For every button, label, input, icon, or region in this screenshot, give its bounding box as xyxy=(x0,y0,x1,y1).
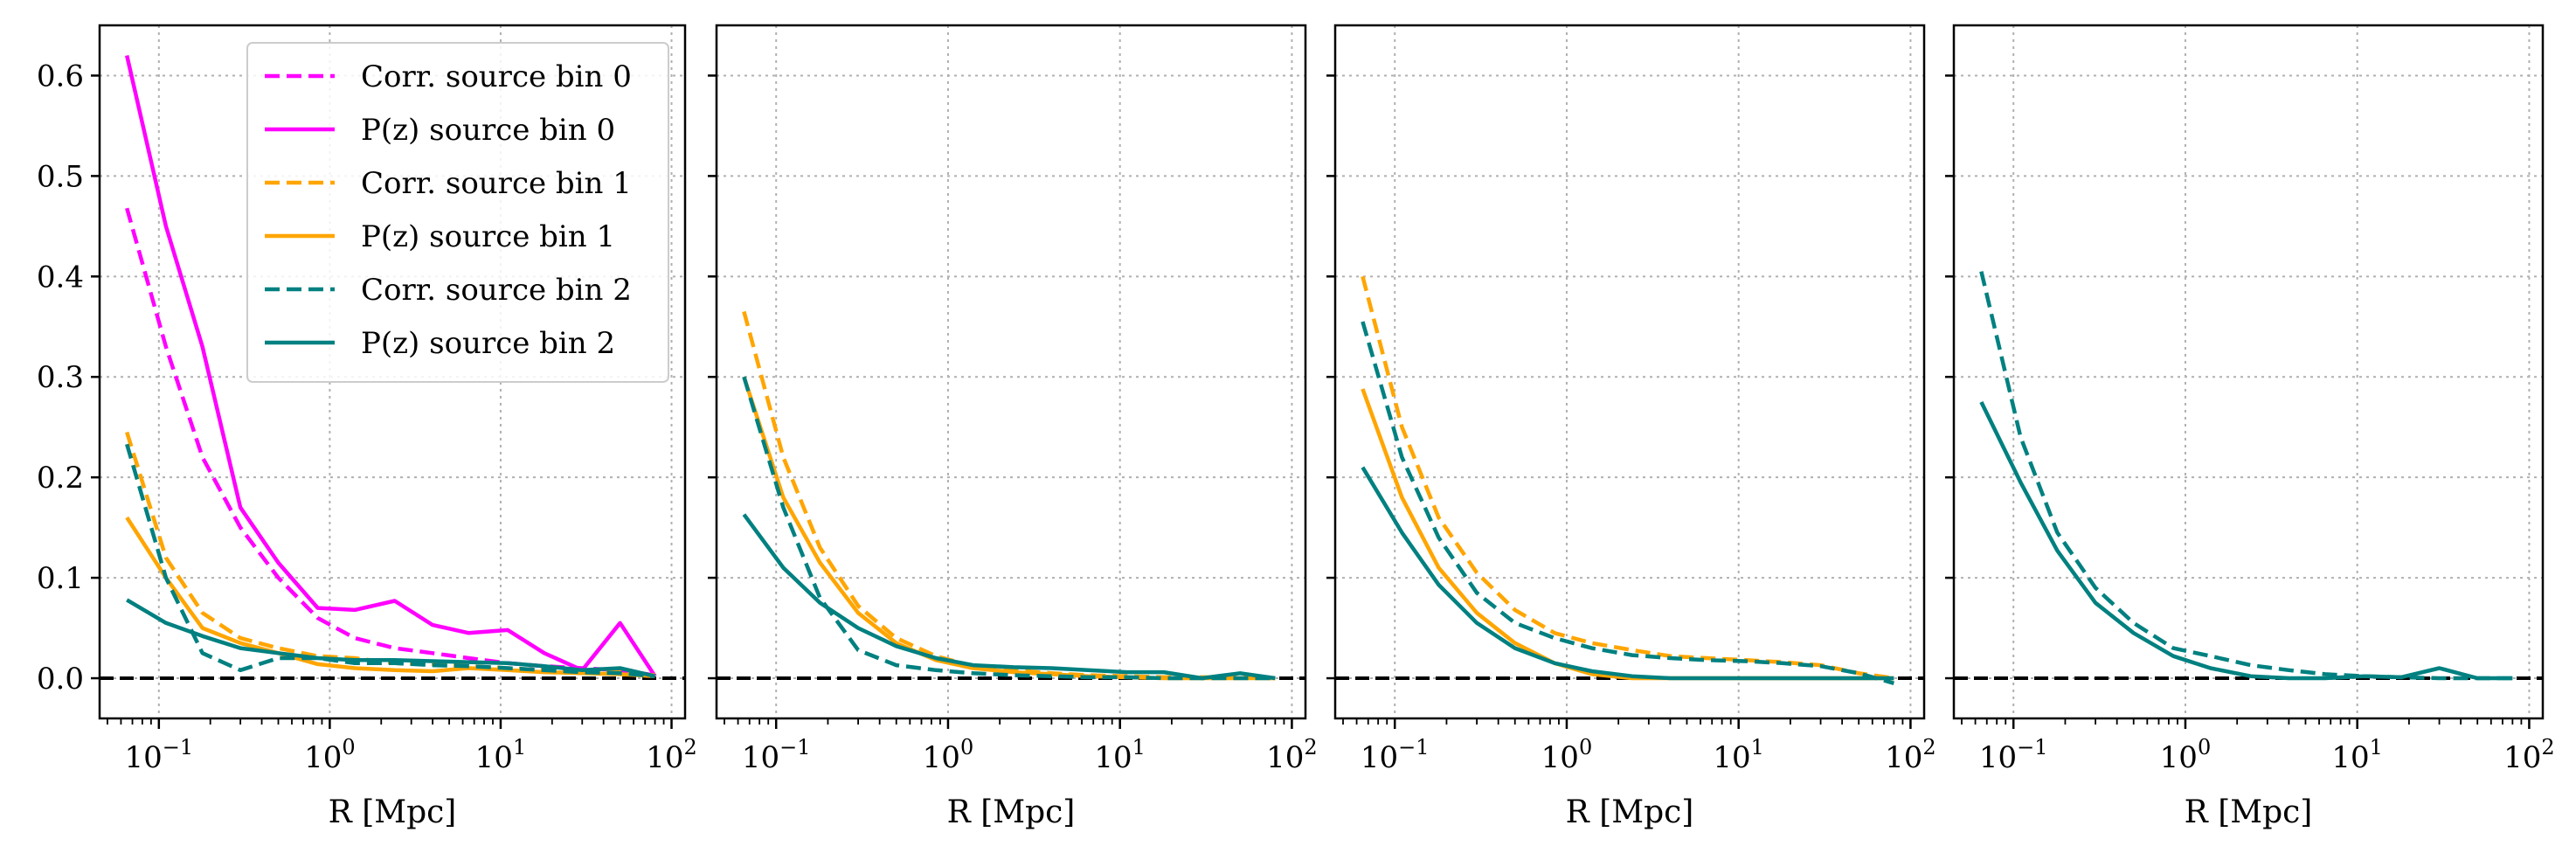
series-line-2 xyxy=(1979,401,2513,681)
panel-4: 10−1 100 101 102 R [Mpc] xyxy=(1945,24,2555,830)
series-line-2 xyxy=(1361,388,1894,681)
axes-frame xyxy=(98,24,687,720)
y-tick-label: 0.2 xyxy=(37,461,84,496)
series-line-1 xyxy=(1361,275,1894,681)
x-tick-label: 102 xyxy=(1266,735,1318,775)
series-line-1 xyxy=(1979,271,2513,681)
x-tick-label: 102 xyxy=(646,735,697,775)
x-tick-label: 102 xyxy=(2503,735,2555,775)
x-tick-label: 10−1 xyxy=(1979,735,2048,775)
x-tick-label: 101 xyxy=(1094,735,1146,775)
y-tick-label: 0.6 xyxy=(37,59,84,94)
y-tick-label: 0.1 xyxy=(37,561,84,596)
axes-frame xyxy=(715,24,1307,720)
series-group xyxy=(742,310,1276,681)
axes-frame xyxy=(1952,24,2545,720)
x-tick-label: 100 xyxy=(304,735,356,775)
series-line-4 xyxy=(125,516,655,678)
axes-frame xyxy=(1333,24,1926,720)
x-tick-label: 101 xyxy=(1713,735,1764,775)
x-tick-label: 10−1 xyxy=(742,735,811,775)
series-line-2 xyxy=(742,376,1276,681)
panel-1: 0.0 0.1 0.2 0.3 0.4 0.5 0.6 10−1 100 101 102 R [Mpc… xyxy=(37,24,697,830)
y-tick-label: 0.5 xyxy=(37,159,84,194)
legend-entry-label: P(z) source bin 1 xyxy=(361,219,615,254)
x-tick-label: 10−1 xyxy=(1361,735,1430,775)
series-line-4 xyxy=(1361,466,1894,681)
y-tick-label: 0.3 xyxy=(37,360,84,395)
series-line-2 xyxy=(125,54,657,677)
x-tick-label: 102 xyxy=(1885,735,1936,775)
y-tick-label: 0.0 xyxy=(37,662,84,697)
series-line-1 xyxy=(125,207,655,677)
panel-2: 10−1 100 101 102 R [Mpc] xyxy=(708,24,1318,830)
series-line-3 xyxy=(1361,321,1895,685)
x-tick-label: 10−1 xyxy=(124,735,193,775)
legend-box xyxy=(246,42,669,383)
x-axis-label: R [Mpc] xyxy=(1566,794,1694,830)
series-group xyxy=(125,54,657,678)
y-tick-label: 0.4 xyxy=(37,260,84,295)
series-group xyxy=(1979,271,2513,681)
legend-entry-label: P(z) source bin 2 xyxy=(361,326,615,361)
series-line-3 xyxy=(742,376,1276,681)
series-line-1 xyxy=(742,310,1276,681)
series-line-6 xyxy=(126,598,656,678)
x-tick-label: 101 xyxy=(475,735,527,775)
x-axis-label: R [Mpc] xyxy=(2185,794,2313,830)
series-line-4 xyxy=(742,513,1276,681)
legend-entry-label: Corr. source bin 0 xyxy=(361,59,632,94)
series-line-5 xyxy=(125,443,655,678)
x-axis-label: R [Mpc] xyxy=(329,794,457,830)
legend-entry-label: P(z) source bin 0 xyxy=(361,113,615,148)
series-group xyxy=(1361,275,1895,685)
legend-entry-label: Corr. source bin 2 xyxy=(361,273,632,308)
x-tick-label: 100 xyxy=(2160,735,2212,775)
legend-entry-label: Corr. source bin 1 xyxy=(361,166,632,201)
panel-3: 10−1 100 101 102 R [Mpc] xyxy=(1326,24,1936,830)
x-axis-label: R [Mpc] xyxy=(947,794,1076,830)
x-tick-label: 100 xyxy=(1541,735,1593,775)
legend: Corr. source bin 0 P(z) source bin 0 Corr.… xyxy=(246,42,669,383)
x-tick-label: 100 xyxy=(923,735,974,775)
x-tick-label: 101 xyxy=(2331,735,2383,775)
